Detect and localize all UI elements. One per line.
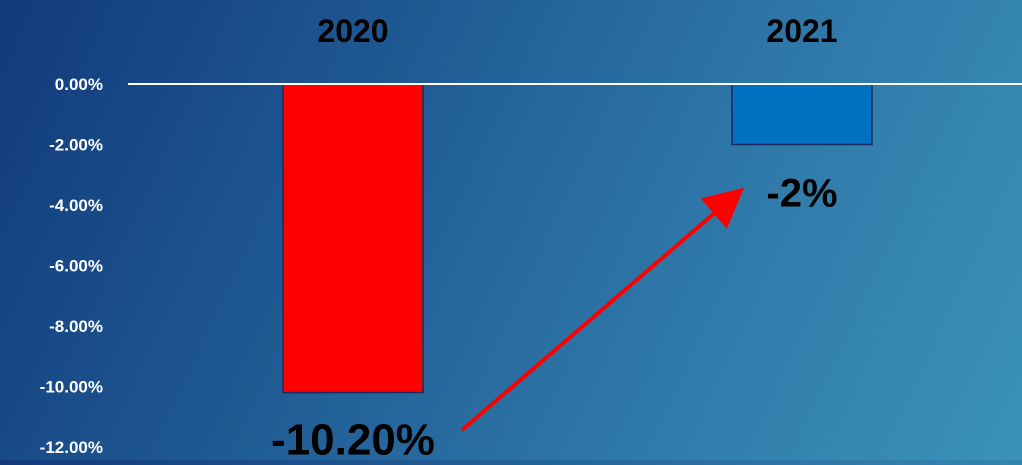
category-labels: 2020 2021: [317, 13, 837, 49]
category-label-2020: 2020: [317, 13, 388, 49]
y-tick-label: -2.00%: [49, 136, 103, 155]
category-label-2021: 2021: [766, 13, 837, 49]
y-tick-label: -8.00%: [49, 317, 103, 336]
annotations: [462, 198, 732, 430]
y-tick-label: 0.00%: [55, 75, 103, 94]
bars: [283, 84, 872, 393]
data-label-2021: -2%: [766, 172, 837, 216]
y-tick-label: -6.00%: [49, 257, 103, 276]
data-label-2020: -10.20%: [271, 416, 435, 460]
bar-2020: [283, 84, 423, 393]
y-axis: 0.00% -2.00% -4.00% -6.00% -8.00% -10.00% -12.…: [40, 75, 103, 457]
bar-2021: [732, 84, 872, 145]
y-tick-label: -4.00%: [49, 196, 103, 215]
y-tick-label: -12.00%: [40, 438, 103, 457]
y-tick-label: -10.00%: [40, 378, 103, 397]
trend-arrow: [462, 198, 732, 430]
